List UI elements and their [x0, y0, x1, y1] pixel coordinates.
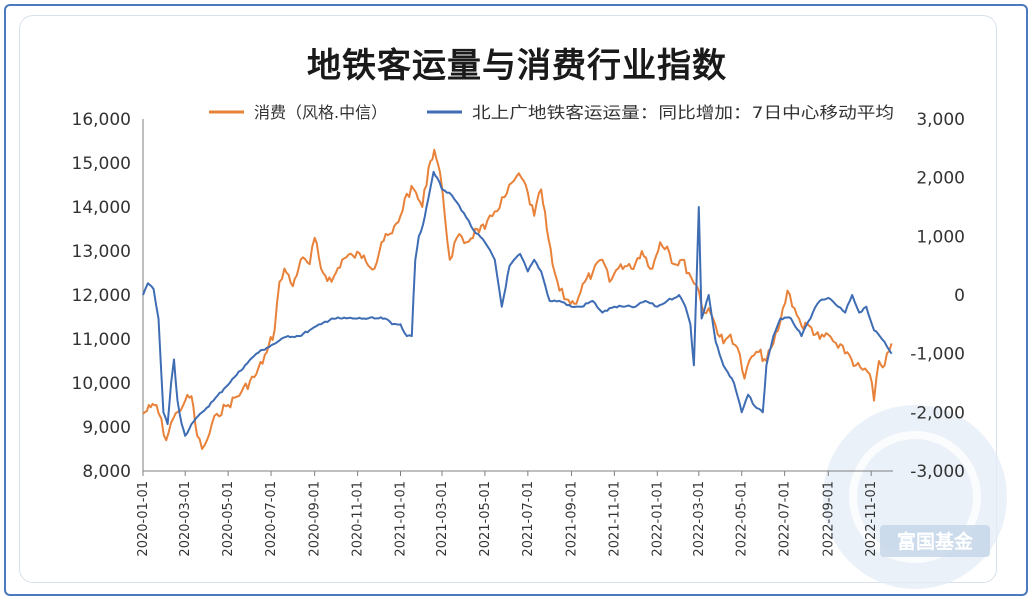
x-tick-label: 2022-01-01	[650, 481, 665, 557]
right-tick-label: -1,000	[910, 345, 965, 365]
right-tick-label: 1,000	[916, 227, 965, 247]
left-tick-label: 12,000	[72, 286, 131, 306]
right-tick-label: -3,000	[910, 462, 965, 482]
x-tick-label: 2022-09-01	[821, 481, 836, 557]
legend-label: 北上广地铁客运运量：同比增加：7日中心移动平均	[472, 103, 894, 122]
x-tick-label: 2020-07-01	[264, 481, 279, 557]
left-tick-label: 11,000	[72, 330, 131, 350]
x-tick-label: 2021-09-01	[564, 481, 579, 557]
right-tick-label: 2,000	[916, 169, 965, 189]
x-tick-label: 2020-03-01	[178, 481, 193, 557]
x-tick-label: 2022-03-01	[692, 481, 707, 557]
left-tick-label: 10,000	[72, 374, 131, 394]
legend-label: 消费（风格.中信）	[254, 103, 387, 122]
x-tick-label: 2021-03-01	[435, 481, 450, 557]
x-tick-label: 2021-11-01	[607, 481, 622, 557]
x-tick-label: 2020-11-01	[351, 481, 366, 557]
right-tick-label: 0	[954, 286, 965, 306]
series-line	[142, 148, 893, 450]
x-tick-label: 2021-05-01	[478, 481, 493, 557]
x-tick-label: 2020-05-01	[221, 481, 236, 557]
left-tick-label: 13,000	[72, 242, 131, 262]
watermark-text: 富国基金	[897, 530, 974, 553]
x-tick-label: 2020-01-01	[136, 481, 151, 557]
watermark-ring	[849, 431, 981, 563]
x-tick-label: 2021-07-01	[521, 481, 536, 557]
series-line	[142, 170, 893, 437]
left-tick-label: 9,000	[82, 418, 131, 438]
x-tick-label: 2021-01-01	[394, 481, 409, 557]
x-tick-label: 2020-09-01	[308, 481, 323, 557]
x-tick-label: 2022-05-01	[735, 481, 750, 557]
x-tick-label: 2022-11-01	[864, 481, 879, 557]
left-tick-label: 15,000	[72, 154, 131, 174]
left-tick-label: 8,000	[82, 462, 131, 482]
right-tick-label: -2,000	[910, 403, 965, 423]
chart-title: 地铁客运量与消费行业指数	[307, 46, 727, 86]
right-tick-label: 3,000	[916, 110, 965, 130]
x-tick-label: 2022-07-01	[778, 481, 793, 557]
left-tick-label: 14,000	[72, 198, 131, 218]
left-tick-label: 16,000	[72, 110, 131, 130]
watermark-band	[880, 525, 990, 557]
